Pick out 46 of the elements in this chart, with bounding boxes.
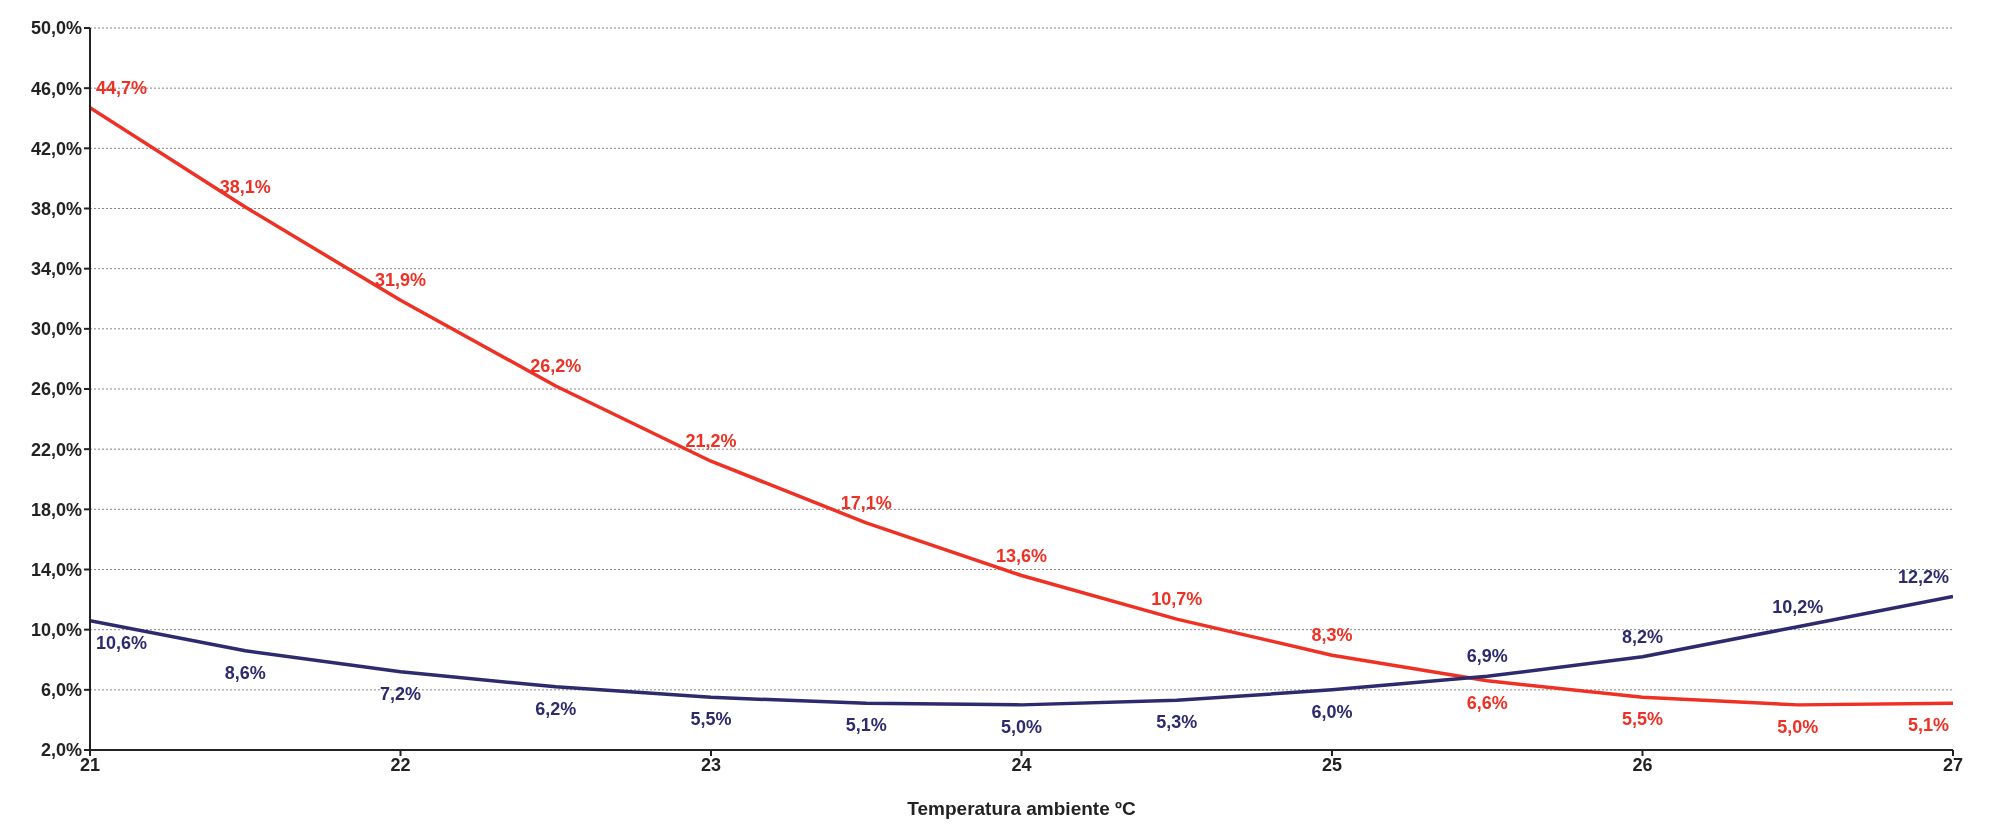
y-tick-label: 50,0% (30, 18, 82, 39)
data-label: 5,0% (1777, 716, 1819, 737)
y-tick-label: 6,0% (40, 680, 82, 701)
data-label: 10,7% (1151, 589, 1203, 610)
data-label: 31,9% (374, 270, 427, 291)
data-label: 13,6% (995, 545, 1048, 566)
y-tick-label: 26,0% (30, 379, 82, 400)
x-tick-label: 25 (1321, 754, 1343, 775)
data-label: 12,2% (1897, 566, 1949, 587)
y-tick-label: 38,0% (30, 198, 82, 219)
x-tick-label: 22 (390, 754, 411, 775)
y-tick-label: 46,0% (30, 78, 82, 99)
data-label: 8,6% (224, 662, 266, 683)
x-axis-title: Temperatura ambiente ºC (907, 798, 1136, 819)
x-tick-label: 26 (1632, 754, 1653, 775)
y-tick-label: 30,0% (30, 319, 82, 340)
data-label: 8,3% (1311, 625, 1353, 646)
data-label: 5,5% (690, 709, 732, 730)
data-label: 5,1% (845, 715, 887, 736)
data-label: 10,6% (96, 632, 148, 653)
x-tick-label: 27 (1942, 754, 1964, 775)
data-label: 7,2% (379, 683, 422, 704)
y-tick-label: 10,0% (30, 620, 82, 641)
data-label: 38,1% (219, 177, 271, 197)
y-tick-label: 22,0% (30, 439, 82, 460)
data-label: 6,0% (1311, 701, 1353, 722)
data-label: 5,5% (1621, 709, 1664, 730)
y-tick-label: 42,0% (30, 138, 82, 159)
data-label: 6,2% (535, 698, 577, 719)
data-label: 5,3% (1156, 712, 1198, 733)
data-label: 8,2% (1621, 626, 1664, 647)
data-label: 5,1% (1907, 715, 1949, 736)
y-tick-label: 14,0% (30, 559, 82, 580)
data-label: 44,7% (96, 77, 148, 98)
data-label: 5,0% (1000, 716, 1043, 737)
data-label: 6,9% (1466, 646, 1508, 667)
data-label: 10,2% (1772, 596, 1824, 617)
x-tick-label: 24 (1011, 754, 1032, 775)
data-label: 21,2% (685, 431, 737, 452)
data-label: 17,1% (840, 492, 892, 513)
y-tick-label: 18,0% (30, 499, 82, 520)
y-tick-label: 2,0% (40, 740, 82, 761)
data-label: 26,2% (530, 355, 582, 376)
y-tick-label: 34,0% (30, 259, 82, 280)
data-label: 6,6% (1466, 692, 1508, 713)
x-tick-label: 23 (700, 754, 722, 775)
